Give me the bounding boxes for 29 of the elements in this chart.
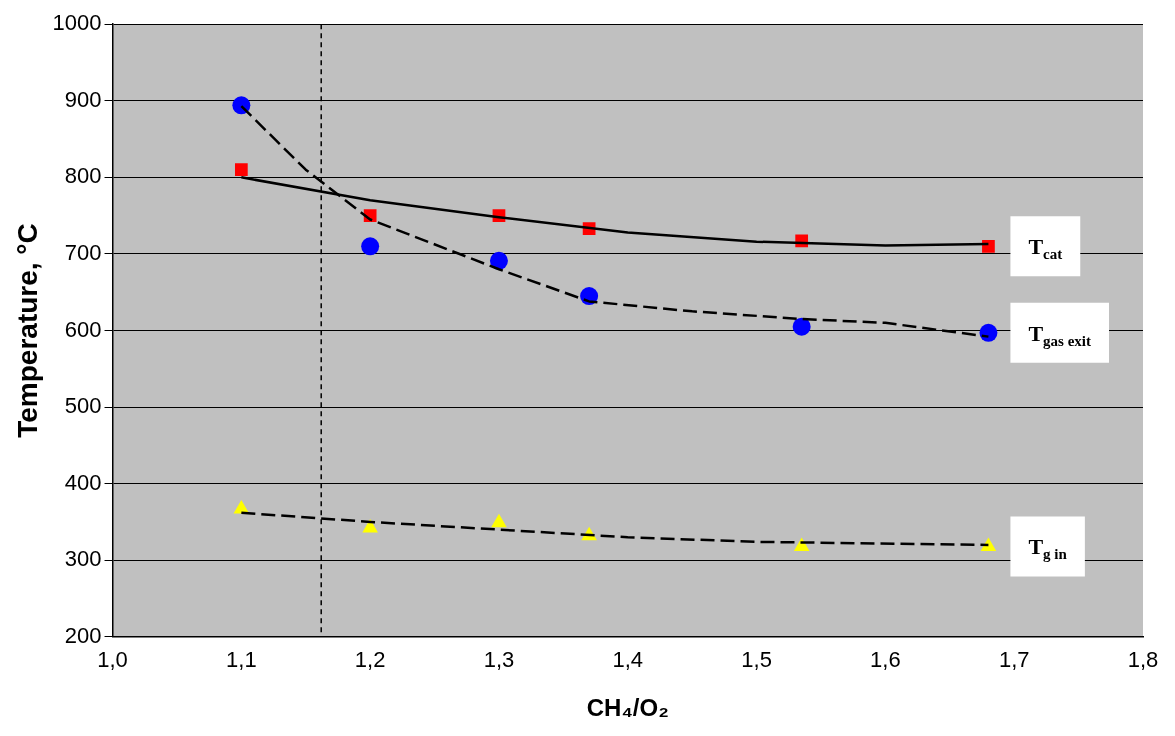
y-tick-label: 200 bbox=[64, 622, 102, 648]
x-tick-label: 1,5 bbox=[741, 647, 772, 673]
y-tick-label: 700 bbox=[64, 239, 102, 265]
point bbox=[491, 513, 507, 528]
y-tick-label: 600 bbox=[64, 316, 102, 342]
point bbox=[980, 537, 997, 551]
x-tick-label: 1,4 bbox=[612, 647, 644, 673]
point bbox=[489, 251, 508, 270]
y-tick-label: 500 bbox=[64, 393, 102, 419]
x-tick-label: 1,2 bbox=[354, 647, 386, 673]
point bbox=[979, 323, 998, 342]
point bbox=[361, 237, 380, 256]
x-axis-title: CH₄/O₂ bbox=[586, 694, 669, 722]
y-axis-title: Temperature, °C bbox=[11, 223, 43, 438]
x-tick-label: 1,8 bbox=[1127, 647, 1159, 673]
x-tick-label: 1,6 bbox=[870, 647, 901, 673]
point bbox=[792, 317, 811, 336]
y-tick-label: 300 bbox=[64, 546, 102, 572]
point bbox=[362, 519, 378, 533]
y-tick-label: 1000 bbox=[52, 10, 102, 36]
y-tick-label: 800 bbox=[64, 163, 102, 189]
x-tick-label: 1,7 bbox=[998, 647, 1030, 673]
y-tick-label: 900 bbox=[64, 86, 102, 112]
x-tick-label: 1,1 bbox=[226, 647, 257, 673]
x-tick-label: 1,0 bbox=[97, 647, 128, 673]
point bbox=[982, 239, 995, 253]
point bbox=[234, 163, 248, 177]
x-tick-label: 1,3 bbox=[483, 647, 515, 673]
y-tick-label: 400 bbox=[64, 469, 102, 495]
